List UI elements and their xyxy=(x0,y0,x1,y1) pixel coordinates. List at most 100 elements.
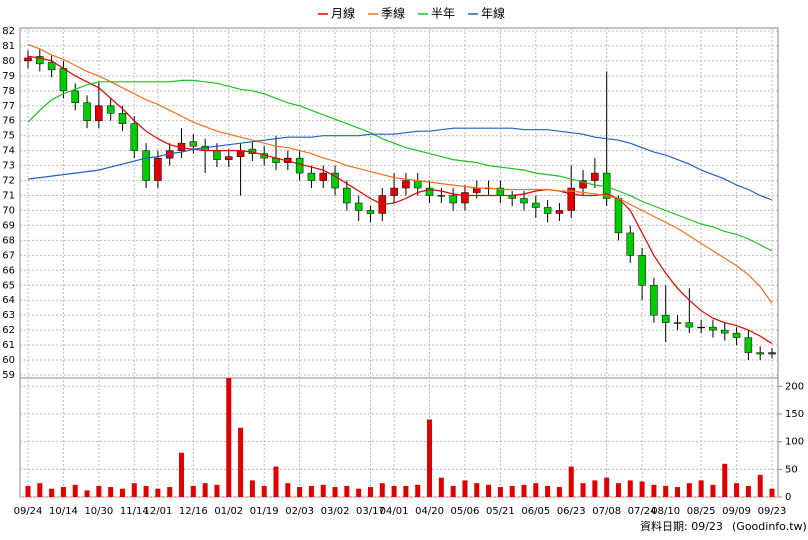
volume-bar xyxy=(320,484,326,497)
candle-body xyxy=(71,90,79,104)
x-tick-label: 09/09 xyxy=(722,506,751,517)
volume-bar xyxy=(403,485,409,497)
volume-bar xyxy=(155,488,161,497)
x-tick-label: 07/08 xyxy=(592,506,621,517)
volume-bar xyxy=(344,485,350,497)
y-tick-label: 71 xyxy=(2,191,15,202)
candle-body xyxy=(295,157,304,174)
y-tick-label: 76 xyxy=(2,116,15,127)
volume-bar xyxy=(249,480,255,497)
candle-body xyxy=(768,352,776,355)
volume-bar xyxy=(627,480,633,497)
volume-bar xyxy=(604,477,610,497)
volume-bar xyxy=(72,484,78,497)
candle-body xyxy=(236,150,245,157)
candle-body xyxy=(650,285,658,316)
y-tick-label: 66 xyxy=(2,265,15,276)
y-tick-label: 67 xyxy=(2,250,15,261)
moving-average-line xyxy=(27,43,773,304)
x-tick-label: 12/01 xyxy=(143,506,172,517)
candle-body xyxy=(614,198,623,234)
x-tick-label: 05/21 xyxy=(486,506,515,517)
volume-bar xyxy=(486,484,492,497)
volume-bar xyxy=(757,474,763,497)
volume-bar xyxy=(285,483,291,497)
x-tick-label: 01/19 xyxy=(250,506,279,517)
volume-bar xyxy=(556,487,562,497)
volume-bar xyxy=(190,485,196,497)
x-tick-label: 05/06 xyxy=(451,506,480,517)
candle-body xyxy=(189,141,198,147)
y-tick-label: 60 xyxy=(2,355,15,366)
y-tick-label: 100 xyxy=(785,437,804,448)
volume-bar xyxy=(308,485,314,497)
x-tick-label: 02/03 xyxy=(285,506,314,517)
volume-bar xyxy=(462,480,468,497)
volume-bar xyxy=(367,487,373,497)
volume-bar xyxy=(297,487,303,497)
candle-body xyxy=(520,198,528,204)
volume-bar xyxy=(108,487,114,497)
volume-bar xyxy=(25,485,31,497)
volume-bar xyxy=(179,452,185,497)
volume-bar xyxy=(734,483,740,497)
moving-average-line xyxy=(27,127,773,201)
candle-body xyxy=(721,329,729,334)
date-note: 資料日期: 09/23 xyxy=(640,519,723,533)
candle-body xyxy=(685,322,694,328)
candle-body xyxy=(626,232,635,256)
x-tick-label: 04/01 xyxy=(380,506,409,517)
candle-body xyxy=(402,180,410,189)
volume-bar xyxy=(143,485,149,497)
moving-average-line xyxy=(27,79,773,252)
legend-label: 月線 xyxy=(331,6,355,21)
volume-bar xyxy=(663,485,669,497)
volume-bar xyxy=(415,484,421,497)
volume-bar xyxy=(391,485,397,497)
volume-bar xyxy=(84,490,90,497)
volume-bar xyxy=(379,483,385,497)
volume-bar xyxy=(580,483,586,497)
candle-body xyxy=(461,192,469,204)
x-tick-label: 09/24 xyxy=(14,506,43,517)
y-tick-label: 50 xyxy=(785,464,798,475)
candle-body xyxy=(579,180,587,189)
candle-body xyxy=(532,202,540,208)
candle-body xyxy=(83,102,91,121)
volume-bar xyxy=(37,483,43,497)
volume-bar xyxy=(639,481,645,497)
y-tick-label: 63 xyxy=(2,310,15,321)
volume-bar xyxy=(49,488,55,497)
price-panel xyxy=(19,27,779,379)
x-tick-label: 06/05 xyxy=(521,506,550,517)
volume-bar xyxy=(438,477,444,497)
candle-body xyxy=(130,123,139,151)
volume-bar xyxy=(238,427,244,497)
candle-body xyxy=(59,68,68,92)
volume-bar xyxy=(497,487,503,497)
legend-label: 季線 xyxy=(381,6,405,21)
x-tick-label: 03/02 xyxy=(321,506,350,517)
legend-label: 年線 xyxy=(481,6,505,21)
volume-bar xyxy=(226,378,232,497)
x-tick-label: 09/23 xyxy=(758,506,787,517)
moving-average-line xyxy=(27,55,773,345)
candle-body xyxy=(661,314,670,323)
volume-bar xyxy=(722,463,728,497)
volume-bar xyxy=(615,483,621,497)
volume-bar xyxy=(509,485,515,497)
volume-bar xyxy=(356,488,362,497)
candle-body xyxy=(354,202,363,211)
y-tick-label: 82 xyxy=(2,26,15,37)
candle-body xyxy=(473,187,481,193)
y-tick-label: 64 xyxy=(2,295,15,306)
y-tick-label: 200 xyxy=(785,381,804,392)
candle-body xyxy=(307,172,316,181)
candle-body xyxy=(106,105,115,114)
candle-body xyxy=(449,195,457,204)
volume-bar xyxy=(745,485,751,497)
volume-bar xyxy=(332,487,338,497)
x-tick-label: 01/02 xyxy=(214,506,243,517)
x-tick-label: 08/10 xyxy=(651,506,680,517)
